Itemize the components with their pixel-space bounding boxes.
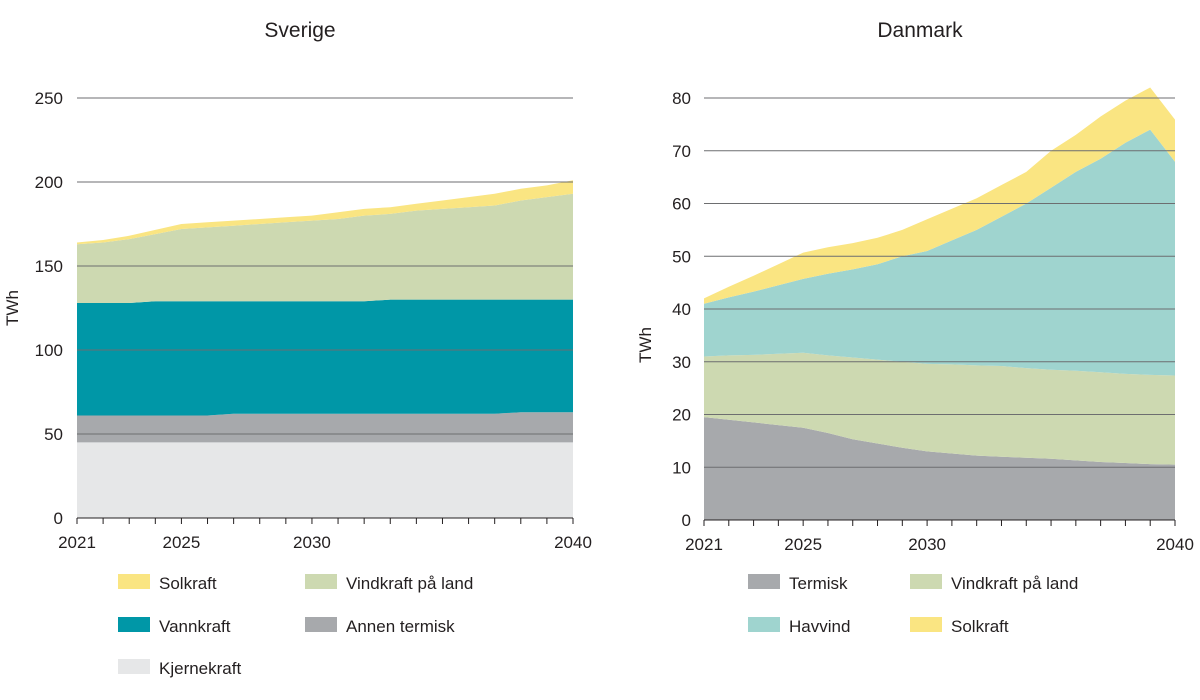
y-tick-label: 250 xyxy=(35,89,63,108)
chart-sverige: Sverige 0 50 100 150 200 250 2021 2025 2030 2040 TW… xyxy=(3,19,592,678)
x-tick-label: 2040 xyxy=(1156,535,1194,554)
legend-swatch xyxy=(118,617,150,632)
x-tick-label: 2040 xyxy=(554,533,592,552)
chart-title: Danmark xyxy=(877,19,963,42)
y-tick-label: 50 xyxy=(44,425,63,444)
legend-swatch xyxy=(118,574,150,589)
area-series-solkraft xyxy=(77,180,573,245)
legend-swatch xyxy=(748,617,780,632)
y-tick-label: 0 xyxy=(682,511,691,530)
x-tick-label: 2030 xyxy=(908,535,946,554)
legend-label: Havvind xyxy=(789,617,850,636)
y-tick-label: 70 xyxy=(672,142,691,161)
y-tick-label: 150 xyxy=(35,257,63,276)
legend-label: Termisk xyxy=(789,574,848,593)
legend-swatch xyxy=(305,574,337,589)
legend-swatch xyxy=(118,659,150,674)
legend-swatch xyxy=(910,617,942,632)
legend-label: Vindkraft på land xyxy=(346,574,473,593)
y-tick-label: 50 xyxy=(672,247,691,266)
x-tick-label: 2021 xyxy=(685,535,723,554)
y-axis-label: TWh xyxy=(3,290,22,326)
legend-label: Vindkraft på land xyxy=(951,574,1078,593)
legend-swatch xyxy=(910,574,942,589)
legend-label: Kjernekraft xyxy=(159,659,241,678)
x-tick-label: 2025 xyxy=(784,535,822,554)
y-tick-label: 0 xyxy=(54,509,63,528)
area-series-vindkraft-pa-land xyxy=(77,193,573,303)
legend-label: Annen termisk xyxy=(346,617,455,636)
y-tick-label: 80 xyxy=(672,89,691,108)
y-tick-label: 100 xyxy=(35,341,63,360)
y-axis-label: TWh xyxy=(636,327,655,363)
x-tick-label: 2025 xyxy=(163,533,201,552)
area-series-vannkraft xyxy=(77,299,573,416)
chart-title: Sverige xyxy=(264,19,335,42)
area-series-havvind xyxy=(704,129,1175,376)
legend-swatch xyxy=(305,617,337,632)
y-tick-label: 20 xyxy=(672,406,691,425)
y-tick-label: 30 xyxy=(672,353,691,372)
legend-label: Solkraft xyxy=(951,617,1009,636)
y-tick-label: 60 xyxy=(672,195,691,214)
x-tick-label: 2021 xyxy=(58,533,96,552)
legend-label: Vannkraft xyxy=(159,617,231,636)
y-tick-label: 200 xyxy=(35,173,63,192)
legend-swatch xyxy=(748,574,780,589)
legend-label: Solkraft xyxy=(159,574,217,593)
area-series-termisk xyxy=(704,417,1175,520)
area-series-solkraft xyxy=(704,87,1175,304)
area-series-vindkraft-pa-land xyxy=(704,352,1175,465)
area-series-kjernekraft xyxy=(77,442,573,518)
y-tick-label: 40 xyxy=(672,300,691,319)
y-tick-label: 10 xyxy=(672,458,691,477)
area-series-annen-termisk xyxy=(77,412,573,443)
x-tick-label: 2030 xyxy=(293,533,331,552)
